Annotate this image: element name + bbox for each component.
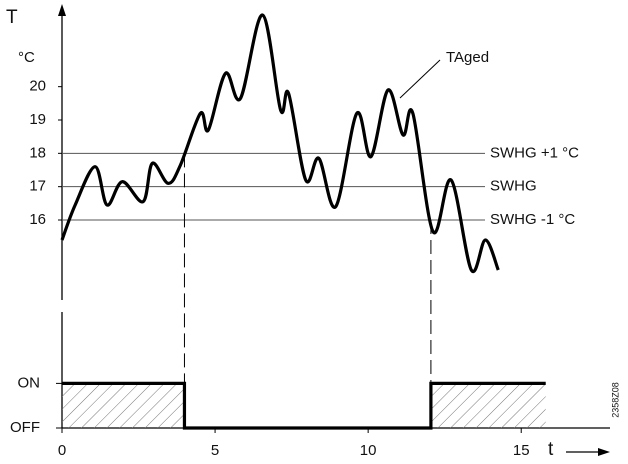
y-tick-label: 18	[29, 144, 46, 161]
drawing-code: 2358Z08	[610, 382, 620, 418]
y-axis-arrow	[58, 4, 66, 16]
threshold-label: SWHG	[490, 178, 537, 195]
threshold-label: SWHG -1 °C	[490, 211, 575, 228]
x-tick-label: 15	[513, 442, 530, 459]
x-tick-label: 10	[360, 442, 377, 459]
y-tick-label: 19	[29, 111, 46, 128]
x-tick-label: 0	[58, 442, 66, 459]
y-unit-label: °C	[18, 49, 35, 66]
threshold-label: SWHG +1 °C	[490, 144, 579, 161]
y-axis-label: T	[6, 7, 18, 28]
y-tick-label: 16	[29, 211, 46, 228]
y-tick-label: 17	[29, 178, 46, 195]
switch-state	[62, 381, 546, 430]
temperature-curve	[60, 13, 500, 274]
x-axis-label: t	[548, 439, 554, 460]
on-hatch	[430, 383, 546, 428]
t-arrow-head	[598, 448, 610, 456]
y-tick-label: OFF	[10, 419, 40, 436]
x-tick-label: 5	[211, 442, 219, 459]
on-hatch	[62, 383, 185, 428]
leader-line	[399, 59, 441, 99]
curve-label: TAged	[446, 49, 489, 66]
y-tick-label: 20	[29, 78, 46, 95]
y-tick-label: ON	[18, 374, 41, 391]
